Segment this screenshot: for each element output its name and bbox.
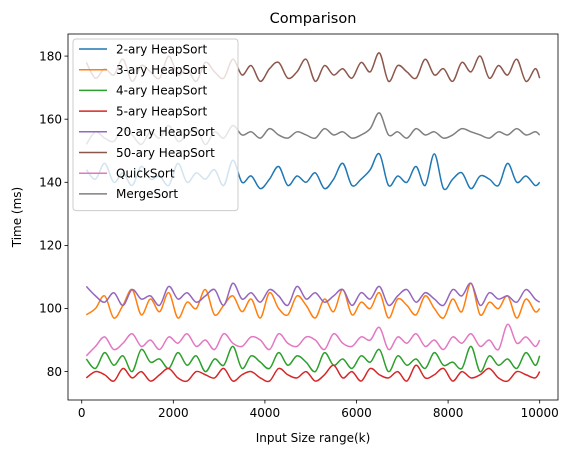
x-tick-label: 2000 — [158, 406, 189, 420]
y-tick-label: 120 — [39, 239, 62, 253]
y-tick-label: 180 — [39, 49, 62, 63]
y-tick-label: 140 — [39, 175, 62, 189]
y-tick-label: 80 — [47, 365, 62, 379]
series-line-5 — [85, 282, 541, 307]
y-axis-title: Time (ms) — [10, 187, 24, 249]
legend: 2-ary HeapSort 3-ary HeapSort 4-ary HeapSo… — [72, 38, 239, 212]
x-tick-label: 0 — [78, 406, 86, 420]
series-line-7 — [85, 323, 541, 357]
x-axis-ticks: 0 2000 4000 6000 8000 10000 — [78, 400, 559, 420]
axes — [67, 33, 559, 401]
legend-label: 4-ary HeapSort — [116, 84, 207, 98]
legend-label: MergeSort — [116, 187, 178, 201]
plot-frame — [67, 33, 559, 401]
series-line-3 — [85, 345, 541, 373]
x-axis-title: Input Size range(k) — [256, 431, 371, 445]
series-line-2 — [85, 282, 541, 319]
legend-label: QuickSort — [116, 167, 175, 181]
legend-label: 5-ary HeapSort — [116, 104, 207, 118]
x-tick-label: 8000 — [433, 406, 464, 420]
series-line-4 — [85, 364, 541, 383]
legend-label: 3-ary HeapSort — [116, 63, 207, 77]
y-axis-ticks: 80 100 120 140 160 180 — [39, 49, 68, 379]
legend-label: 2-ary HeapSort — [116, 42, 207, 56]
x-tick-label: 4000 — [250, 406, 281, 420]
legend-box — [72, 38, 239, 212]
legend-label: 20-ary HeapSort — [116, 125, 215, 139]
y-tick-label: 100 — [39, 302, 62, 316]
legend-label: 50-ary HeapSort — [116, 146, 215, 160]
y-tick-label: 160 — [39, 112, 62, 126]
x-tick-label: 10000 — [521, 406, 559, 420]
chart-title: Comparison — [270, 11, 357, 27]
x-tick-label: 6000 — [341, 406, 372, 420]
